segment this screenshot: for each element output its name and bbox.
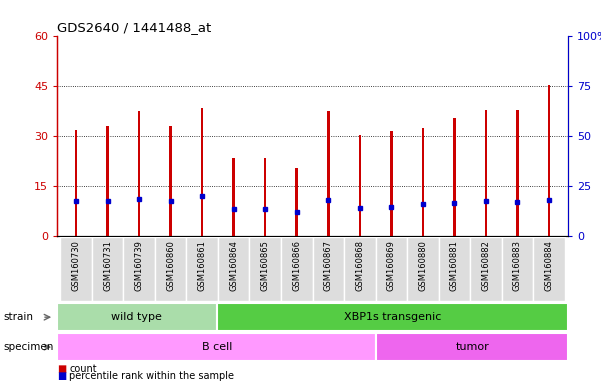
Bar — [359, 135, 361, 236]
Bar — [186, 237, 218, 301]
Bar — [123, 237, 155, 301]
Text: GSM160869: GSM160869 — [387, 240, 396, 291]
Bar — [407, 237, 439, 301]
Bar — [344, 237, 376, 301]
Text: strain: strain — [3, 312, 33, 322]
Bar — [502, 237, 533, 301]
Bar — [439, 237, 470, 301]
Text: tumor: tumor — [456, 342, 489, 352]
Text: GSM160884: GSM160884 — [545, 240, 554, 291]
Bar — [484, 110, 487, 236]
Bar — [390, 131, 392, 236]
Bar — [169, 126, 172, 236]
Bar — [376, 237, 407, 301]
Text: GSM160730: GSM160730 — [72, 240, 81, 291]
Text: ■: ■ — [57, 371, 66, 381]
Bar — [470, 237, 502, 301]
Bar — [92, 237, 123, 301]
Bar — [453, 118, 456, 236]
Bar — [327, 111, 329, 236]
Bar — [75, 130, 78, 236]
Bar — [57, 333, 376, 361]
Bar — [376, 333, 568, 361]
Text: GSM160868: GSM160868 — [355, 240, 364, 291]
Bar — [155, 237, 186, 301]
Text: wild type: wild type — [111, 312, 162, 322]
Bar — [217, 303, 568, 331]
Bar — [60, 237, 92, 301]
Bar — [313, 237, 344, 301]
Bar — [233, 158, 235, 236]
Bar — [422, 128, 424, 236]
Text: GSM160865: GSM160865 — [261, 240, 270, 291]
Text: XBP1s transgenic: XBP1s transgenic — [344, 312, 441, 322]
Bar — [296, 168, 298, 236]
Text: percentile rank within the sample: percentile rank within the sample — [69, 371, 234, 381]
Text: GSM160731: GSM160731 — [103, 240, 112, 291]
Bar — [201, 108, 203, 236]
Bar — [249, 237, 281, 301]
Text: GSM160880: GSM160880 — [418, 240, 427, 291]
Bar — [533, 237, 565, 301]
Bar — [138, 111, 141, 236]
Bar — [106, 126, 109, 236]
Text: ■: ■ — [57, 364, 66, 374]
Text: B cell: B cell — [201, 342, 232, 352]
Bar — [516, 110, 519, 236]
Text: GSM160866: GSM160866 — [292, 240, 301, 291]
Text: GSM160739: GSM160739 — [135, 240, 144, 291]
Text: GSM160883: GSM160883 — [513, 240, 522, 291]
Text: count: count — [69, 364, 97, 374]
Text: GSM160864: GSM160864 — [229, 240, 238, 291]
Text: specimen: specimen — [3, 342, 53, 352]
Text: GSM160860: GSM160860 — [166, 240, 175, 291]
Text: GSM160882: GSM160882 — [481, 240, 490, 291]
Bar — [218, 237, 249, 301]
Text: GSM160881: GSM160881 — [450, 240, 459, 291]
Bar — [548, 85, 551, 236]
Bar — [264, 158, 266, 236]
Bar — [57, 303, 217, 331]
Text: GDS2640 / 1441488_at: GDS2640 / 1441488_at — [57, 21, 212, 34]
Bar — [281, 237, 313, 301]
Text: GSM160867: GSM160867 — [324, 240, 333, 291]
Text: GSM160861: GSM160861 — [198, 240, 207, 291]
